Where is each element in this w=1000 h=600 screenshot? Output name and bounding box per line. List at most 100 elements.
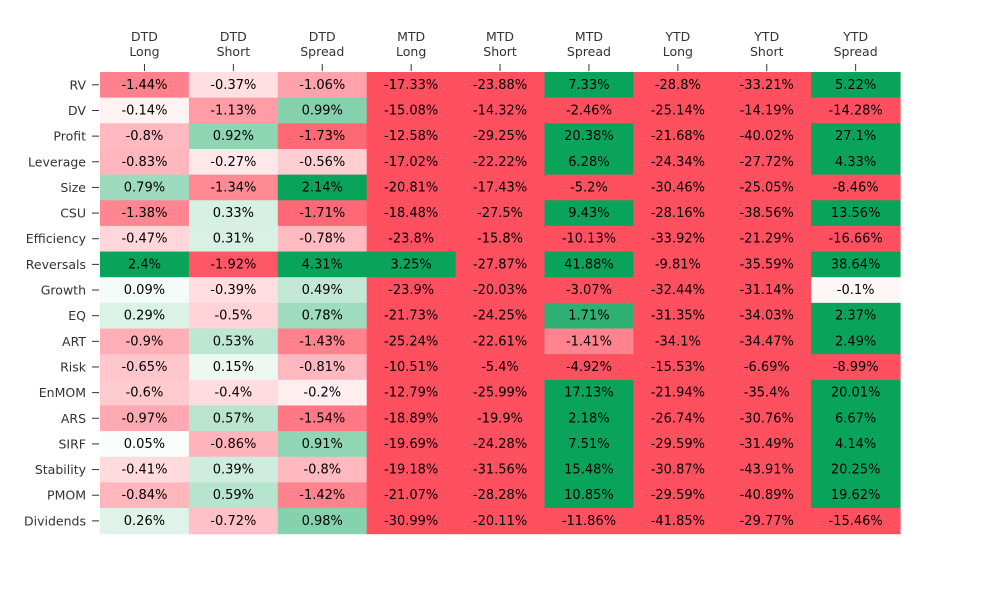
heatmap-cell bbox=[277, 200, 368, 227]
cell-value-label: -10.51% bbox=[384, 360, 438, 375]
column-label: MTD bbox=[486, 29, 514, 44]
cell-value-label: -17.02% bbox=[384, 155, 438, 170]
heatmap-cell bbox=[544, 508, 634, 535]
heatmap-cell bbox=[633, 225, 723, 253]
heatmap-cell bbox=[722, 148, 812, 176]
cell-value-label: -32.44% bbox=[651, 283, 705, 298]
cell-value-label: 4.31% bbox=[302, 257, 343, 272]
cell-value-label: 0.92% bbox=[213, 129, 254, 144]
cell-value-label: -0.6% bbox=[126, 386, 164, 401]
cell-value-label: -23.88% bbox=[473, 78, 527, 93]
cell-value-label: -33.92% bbox=[651, 232, 705, 247]
cell-value-label: 38.64% bbox=[831, 257, 881, 272]
heatmap-cell bbox=[811, 174, 901, 201]
cell-value-label: -23.9% bbox=[388, 283, 434, 298]
heatmap-cell bbox=[455, 431, 545, 458]
row-label: SIRF bbox=[59, 436, 87, 451]
heatmap-cell bbox=[633, 482, 723, 509]
cell-value-label: -21.07% bbox=[384, 488, 438, 503]
heatmap-cell bbox=[633, 456, 723, 483]
cell-value-label: -25.99% bbox=[473, 386, 527, 401]
column-label: DTD bbox=[220, 29, 247, 44]
cell-value-label: 2.49% bbox=[835, 334, 876, 349]
row-label: ART bbox=[62, 334, 86, 349]
cell-value-label: -28.16% bbox=[651, 206, 705, 221]
heatmap-cell bbox=[100, 123, 190, 150]
heatmap-cell bbox=[722, 328, 812, 355]
heatmap-cell bbox=[100, 508, 190, 535]
heatmap-cell bbox=[722, 251, 812, 278]
cell-value-label: -29.77% bbox=[740, 514, 794, 529]
cell-value-label: 0.09% bbox=[124, 283, 165, 298]
cell-value-label: -20.11% bbox=[473, 514, 527, 529]
cell-value-label: -33.21% bbox=[740, 78, 794, 93]
cell-value-label: -17.33% bbox=[384, 78, 438, 93]
cell-value-label: 0.91% bbox=[302, 437, 343, 452]
heatmap-cell bbox=[100, 225, 190, 253]
heatmap-cell bbox=[188, 456, 279, 483]
heatmap-cell bbox=[277, 302, 368, 329]
cell-value-label: -18.48% bbox=[384, 206, 438, 221]
cell-value-label: 20.01% bbox=[831, 386, 881, 401]
cell-value-label: 15.48% bbox=[564, 463, 614, 478]
cell-value-label: -43.91% bbox=[740, 463, 794, 478]
heatmap-cell bbox=[722, 174, 812, 201]
heatmap-cell bbox=[811, 379, 901, 406]
heatmap-cell bbox=[544, 200, 634, 227]
heatmap-cell bbox=[100, 302, 190, 329]
cell-value-label: -21.73% bbox=[384, 309, 438, 324]
heatmap-cell bbox=[366, 174, 457, 201]
heatmap-cell bbox=[544, 456, 634, 483]
heatmap-cell bbox=[544, 328, 634, 355]
heatmap-cell bbox=[633, 148, 723, 176]
cell-value-label: -5.2% bbox=[570, 180, 608, 195]
heatmap-cell bbox=[188, 200, 279, 227]
heatmap-cell bbox=[633, 379, 723, 406]
cell-value-label: -15.8% bbox=[477, 232, 523, 247]
heatmap-cell bbox=[633, 200, 723, 227]
cell-value-label: -0.78% bbox=[299, 232, 345, 247]
cell-value-label: -11.86% bbox=[562, 514, 616, 529]
heatmap-cell bbox=[100, 354, 190, 381]
heatmap-cell bbox=[722, 225, 812, 253]
heatmap-cell bbox=[722, 482, 812, 509]
heatmap-cell bbox=[100, 328, 190, 355]
column-label: MTD bbox=[397, 29, 425, 44]
heatmap-cell bbox=[277, 72, 368, 99]
heatmap-cell bbox=[633, 72, 723, 99]
cell-value-label: 7.51% bbox=[568, 437, 609, 452]
row-label: EQ bbox=[68, 308, 86, 323]
column-label: MTD bbox=[575, 29, 603, 44]
cell-value-label: -30.76% bbox=[740, 411, 794, 426]
heatmap-cell bbox=[455, 482, 545, 509]
heatmap-cell bbox=[633, 174, 723, 201]
row-label: Risk bbox=[60, 359, 87, 374]
cell-value-label: -25.24% bbox=[384, 334, 438, 349]
heatmap-cell bbox=[722, 405, 812, 432]
heatmap-cell bbox=[544, 482, 634, 509]
cell-value-label: -14.28% bbox=[829, 103, 883, 118]
cell-value-label: -14.19% bbox=[740, 103, 794, 118]
heatmap-cell bbox=[722, 354, 812, 381]
row-label: DV bbox=[68, 103, 86, 118]
heatmap-cell bbox=[544, 72, 634, 99]
column-label: Spread bbox=[834, 44, 878, 59]
cell-value-label: -0.65% bbox=[121, 360, 167, 375]
cell-value-label: -0.4% bbox=[214, 386, 252, 401]
cell-value-label: -24.34% bbox=[651, 155, 705, 170]
cell-value-label: -21.68% bbox=[651, 129, 705, 144]
cell-value-label: -28.28% bbox=[473, 488, 527, 503]
heatmap-cell bbox=[366, 97, 457, 124]
row-label: EnMOM bbox=[39, 385, 86, 400]
cell-value-label: -0.2% bbox=[303, 386, 341, 401]
cell-value-label: -0.97% bbox=[121, 411, 167, 426]
heatmap-cell bbox=[277, 508, 368, 535]
cell-value-label: -0.56% bbox=[299, 155, 345, 170]
heatmap-cell bbox=[455, 123, 545, 150]
row-label: PMOM bbox=[47, 488, 86, 503]
cell-value-label: 0.39% bbox=[213, 463, 254, 478]
heatmap-cell bbox=[544, 225, 634, 253]
cell-value-label: -0.41% bbox=[121, 463, 167, 478]
heatmap-cell bbox=[455, 405, 545, 432]
cell-value-label: -19.9% bbox=[477, 411, 523, 426]
